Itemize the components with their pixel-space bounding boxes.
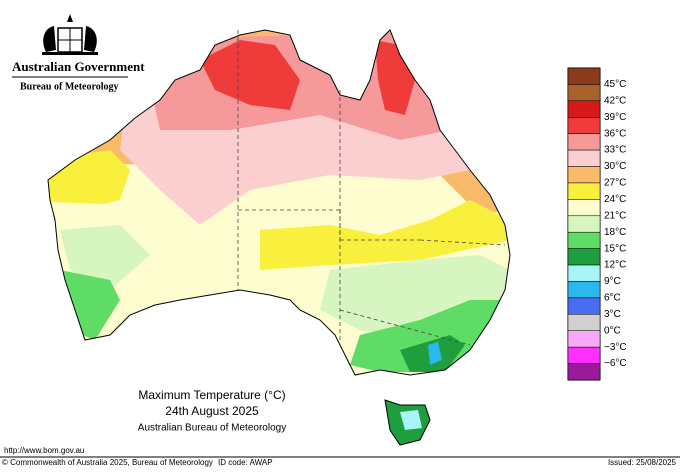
legend-label: 42°C xyxy=(604,95,626,106)
legend-swatch xyxy=(567,84,601,102)
legend-label: 33°C xyxy=(604,145,626,156)
legend-label: 3°C xyxy=(604,309,621,320)
footer-id: ID code: AWAP xyxy=(218,458,273,467)
legend-swatch xyxy=(567,215,601,233)
legend-swatch xyxy=(567,314,601,331)
legend-label: 45°C xyxy=(604,79,626,90)
state-borders xyxy=(237,30,506,346)
legend-swatch xyxy=(567,133,601,151)
legend-swatch xyxy=(567,231,601,249)
legend: 45°C 42°C 39°C 36°C 33°C 30°C 27°C 24°C 21°C 18°C… xyxy=(567,67,627,381)
legend-label: 18°C xyxy=(604,227,626,238)
government-name: Australian Government xyxy=(12,59,145,74)
legend-swatch xyxy=(567,330,601,348)
footer-issued: Issued: 25/08/2025 xyxy=(608,458,677,467)
legend-swatch xyxy=(567,149,601,167)
legend-label: 12°C xyxy=(604,260,626,271)
footer-url[interactable]: http://www.bom.gov.au xyxy=(4,446,84,455)
legend-swatch xyxy=(567,297,601,315)
crest xyxy=(42,14,98,55)
legend-swatch xyxy=(567,166,601,184)
legend-swatch xyxy=(567,346,601,364)
footer-copyright: © Commonwealth of Australia 2025, Bureau… xyxy=(2,458,213,467)
legend-label: 21°C xyxy=(604,210,626,221)
legend-label: 24°C xyxy=(604,194,626,205)
coastline xyxy=(47,29,511,446)
legend-swatch xyxy=(567,199,601,217)
map-date: 24th August 2025 xyxy=(165,404,259,418)
legend-label: 6°C xyxy=(604,293,621,304)
legend-label: 27°C xyxy=(604,178,626,189)
legend-swatch xyxy=(567,281,601,299)
bureau-name: Bureau of Meteorology xyxy=(20,81,119,92)
legend-label: −3°C xyxy=(604,342,627,353)
legend-swatch xyxy=(567,117,601,134)
legend-swatch xyxy=(567,264,601,282)
legend-swatch xyxy=(567,248,601,266)
map-title: Maximum Temperature (°C) xyxy=(138,388,285,402)
legend-label: 15°C xyxy=(604,243,626,254)
map-source: Australian Bureau of Meteorology xyxy=(138,423,286,434)
legend-swatch xyxy=(567,363,601,381)
legend-label: 9°C xyxy=(604,276,621,287)
legend-swatch xyxy=(567,182,601,200)
legend-swatch xyxy=(567,67,601,85)
legend-swatch xyxy=(567,100,601,118)
legend-label: 36°C xyxy=(604,128,626,139)
legend-label: 0°C xyxy=(604,325,621,336)
legend-label: 30°C xyxy=(604,161,626,172)
legend-label: −6°C xyxy=(604,358,627,369)
legend-label: 39°C xyxy=(604,112,626,123)
